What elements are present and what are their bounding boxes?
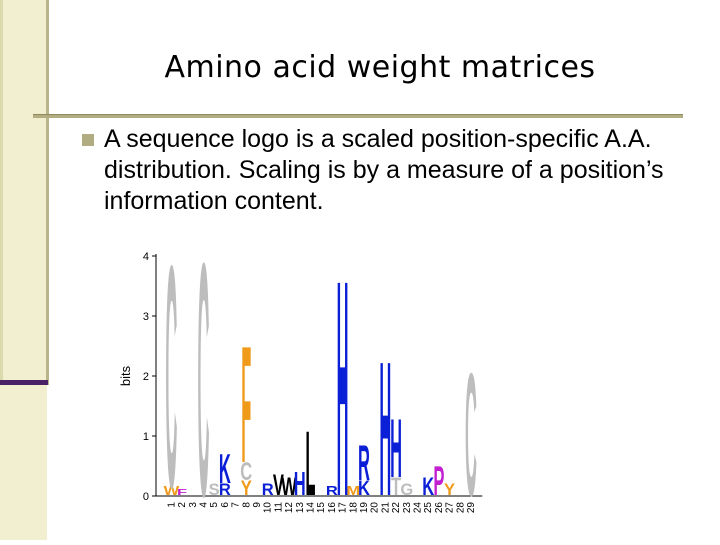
logo-letter-y: Y	[444, 480, 455, 499]
position-label: 22	[391, 502, 402, 514]
position-label: 19	[359, 502, 370, 514]
logo-letter-c: C	[197, 216, 209, 540]
logo-letter-h: H	[379, 322, 391, 536]
logo-letter-r: R	[326, 485, 338, 499]
position-label: 20	[370, 502, 381, 514]
position-label: 29	[466, 502, 477, 514]
slide-sidebar-border	[46, 0, 49, 385]
logo-letter-t: T	[391, 474, 401, 501]
logo-letter-w: W	[281, 474, 297, 501]
position-label: 2	[177, 502, 188, 508]
position-label: 17	[338, 502, 349, 514]
logo-letter-c: C	[165, 216, 177, 540]
title-rule-line	[33, 114, 683, 115]
logo-letter-r: R	[219, 480, 231, 499]
position-label: 1	[166, 502, 177, 508]
slide-title: Amino acid weight matrices	[164, 50, 596, 85]
position-label: 6	[220, 502, 231, 508]
y-tick-label: 0	[143, 491, 149, 503]
position-label: 5	[209, 502, 220, 508]
position-label: 23	[402, 502, 413, 514]
logo-letter-w: W	[164, 485, 180, 499]
logo-letter-c: C	[465, 337, 477, 533]
logo-letter-h: H	[294, 465, 306, 503]
logo-letter-k: K	[358, 476, 370, 499]
logo-letter-k: K	[219, 445, 231, 492]
position-label: 16	[327, 502, 338, 514]
position-label: 21	[380, 502, 391, 514]
logo-letter-y: Y	[241, 476, 252, 499]
logo-letter-h: H	[390, 402, 402, 495]
position-label: 24	[412, 502, 423, 514]
slide-sidebar	[0, 0, 47, 540]
y-tick-label: 1	[143, 431, 149, 443]
sequence-logo-panel: 0 1 2 3 4 bits 1 2 3 4 5 6 7 8 9 10 11 12 13 14 15 16 17 18 19 20…	[110, 194, 666, 545]
logo-letter-l: L	[305, 411, 315, 514]
logo-letter-f: F	[241, 313, 251, 499]
position-label: 4	[198, 502, 209, 508]
slide-sidebar-accent	[0, 380, 48, 385]
logo-letter-r: R	[358, 434, 370, 490]
slide-sidebar-shade	[0, 0, 3, 382]
position-label: 28	[455, 502, 466, 514]
logo-letter-r: R	[262, 480, 274, 499]
logo-letter-m: M	[346, 485, 360, 499]
y-tick-label: 4	[143, 251, 149, 263]
y-axis-label: bits	[118, 365, 133, 386]
position-label: 12	[284, 502, 295, 514]
position-label: 9	[252, 502, 263, 508]
logo-letter-s: S	[209, 480, 220, 499]
logo-letter-f: F	[177, 487, 187, 497]
bullet-square-icon	[82, 134, 94, 146]
position-label: 26	[434, 502, 445, 514]
position-label: 15	[316, 502, 327, 514]
bullet-text: A sequence logo is a scaled position-spe…	[104, 125, 664, 215]
position-label: 25	[423, 502, 434, 514]
position-label: 7	[231, 502, 242, 508]
position-label: 18	[348, 502, 359, 514]
logo-letter-h: H	[337, 217, 349, 540]
logo-letter-v: V	[273, 470, 284, 502]
logo-letter-p: P	[433, 457, 444, 504]
title-rule	[33, 114, 683, 118]
position-label: 14	[305, 502, 316, 514]
logo-letter-k: K	[422, 474, 434, 501]
position-label: 8	[241, 502, 252, 508]
position-label: 27	[445, 502, 456, 514]
position-label: 3	[188, 502, 199, 508]
y-tick-label: 3	[143, 311, 149, 323]
position-label: 11	[273, 502, 284, 513]
logo-letter-c: C	[240, 459, 252, 486]
position-label: 10	[263, 502, 274, 514]
logo-letter-g: G	[400, 480, 413, 499]
y-tick-label: 2	[143, 371, 149, 383]
position-label: 13	[295, 502, 306, 514]
